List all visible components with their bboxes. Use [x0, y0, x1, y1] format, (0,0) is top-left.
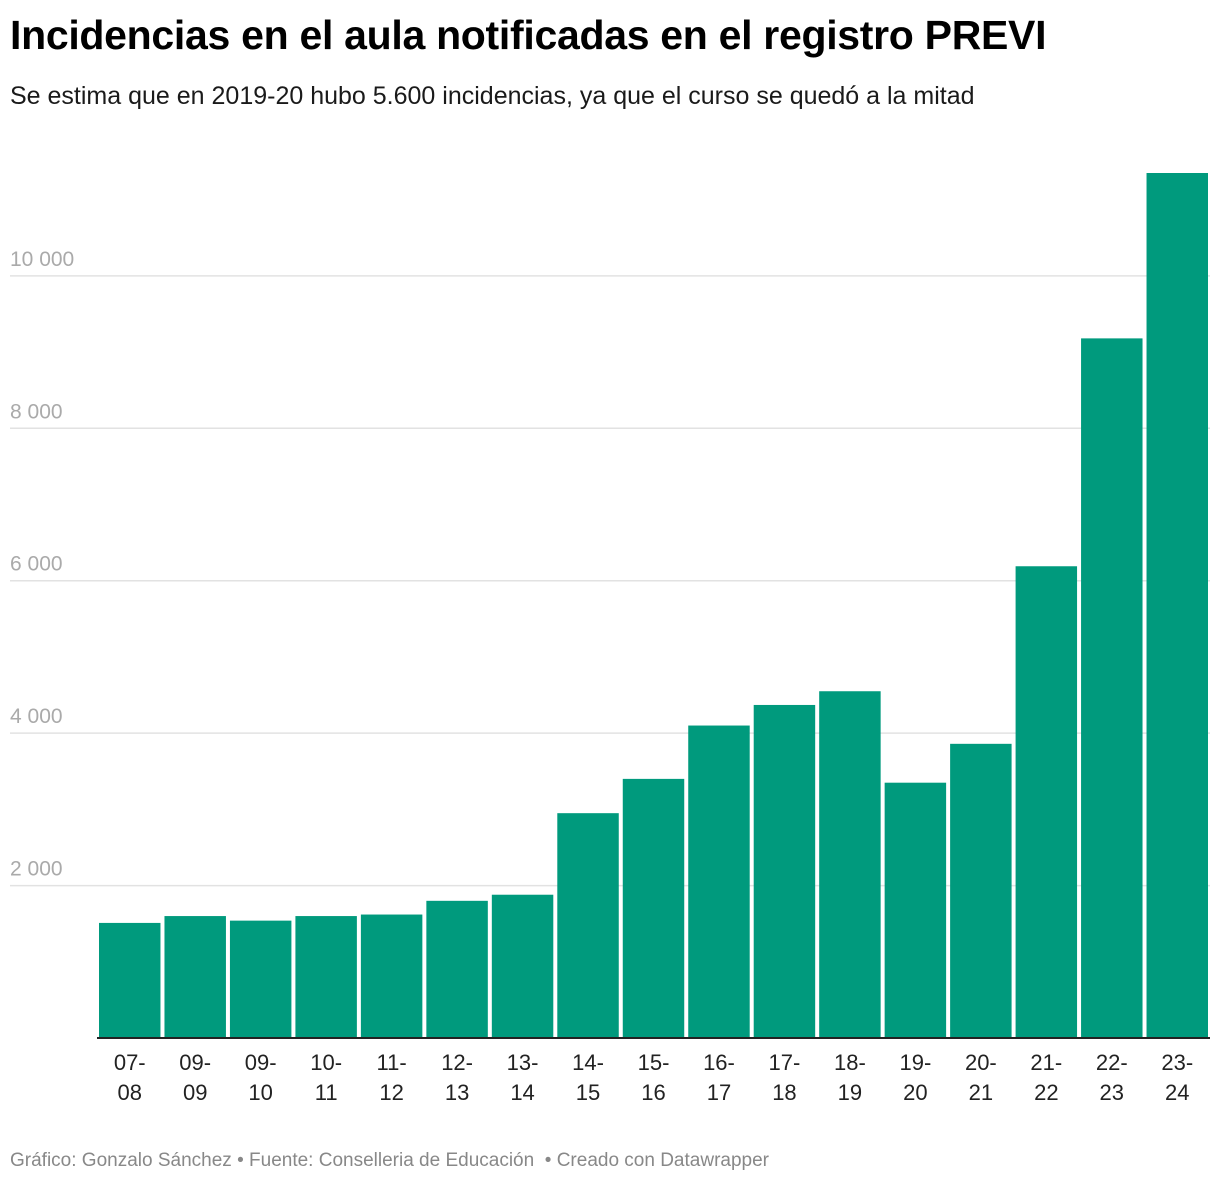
x-tick-label: 21: [969, 1080, 993, 1105]
footer-source: Fuente: Conselleria de Educación: [249, 1150, 535, 1171]
bar: [622, 778, 685, 1038]
bar: [557, 813, 619, 1038]
x-tick-label: 10: [248, 1080, 272, 1105]
chart-subtitle: Se estima que en 2019-20 hubo 5.600 inci…: [10, 82, 975, 110]
x-tick-label: 20: [903, 1080, 927, 1105]
x-tick-label: 23: [1100, 1080, 1124, 1105]
x-tick-label: 23-: [1161, 1050, 1193, 1075]
bar: [753, 704, 816, 1038]
y-tick-label: 4 000: [10, 705, 63, 728]
x-tick-label: 17-: [769, 1050, 801, 1075]
x-tick-label: 07-: [114, 1050, 146, 1075]
x-tick-label: 16-: [703, 1050, 735, 1075]
bar: [819, 691, 881, 1038]
x-tick-label: 09-: [245, 1050, 277, 1075]
x-tick-label: 10-: [310, 1050, 342, 1075]
x-tick-label: 18: [772, 1080, 796, 1105]
bar: [491, 894, 554, 1038]
x-tick-label: 08: [117, 1080, 141, 1105]
x-tick-label: 13-: [507, 1050, 539, 1075]
x-tick-label: 24: [1165, 1080, 1189, 1105]
footer-author: Gráfico: Gonzalo Sánchez: [10, 1150, 232, 1171]
y-tick-label: 6 000: [10, 553, 63, 576]
x-tick-label: 14: [510, 1080, 534, 1105]
x-tick-label: 19-: [899, 1050, 931, 1075]
x-tick-label: 18-: [834, 1050, 866, 1075]
x-tick-label: 09: [183, 1080, 207, 1105]
bar: [1015, 566, 1078, 1038]
x-tick-label: 15-: [638, 1050, 670, 1075]
bar: [295, 916, 357, 1038]
footer-separator: •: [237, 1150, 244, 1171]
x-tick-label: 19: [838, 1080, 862, 1105]
bar: [99, 922, 161, 1038]
x-tick-label: 11: [315, 1080, 338, 1105]
footer-separator: •: [544, 1150, 552, 1171]
x-tick-label: 20-: [965, 1050, 997, 1075]
x-tick-label: 16: [641, 1080, 665, 1105]
y-tick-label: 8 000: [10, 400, 63, 423]
x-tick-label: 14-: [572, 1050, 604, 1075]
bar: [884, 782, 947, 1038]
x-tick-label: 09-: [179, 1050, 211, 1075]
x-tick-label: 11-: [377, 1050, 407, 1075]
x-tick-label: 22: [1034, 1080, 1058, 1105]
y-tick-label: 2 000: [10, 858, 63, 881]
bar: [164, 916, 226, 1038]
bar: [426, 900, 488, 1038]
x-tick-label: 12: [379, 1080, 403, 1105]
x-axis-labels: 07- 08 09- 09 09- 10 10- 11 11- 12 12- 13 13- 14 14- 15…: [114, 1050, 1193, 1105]
bar: [1146, 173, 1208, 1038]
bar: [360, 914, 423, 1038]
x-tick-label: 12-: [441, 1050, 473, 1075]
y-axis-tick-labels: 2 000 4 000 6 000 8 000 10 000: [10, 248, 74, 881]
x-tick-label: 13: [445, 1080, 469, 1105]
x-tick-label: 15: [576, 1080, 600, 1105]
bars: [99, 173, 1208, 1038]
chart-title: Incidencias en el aula notificadas en el…: [10, 12, 1047, 58]
x-tick-label: 22-: [1096, 1050, 1128, 1075]
bar: [1081, 338, 1143, 1038]
bar: [950, 743, 1012, 1038]
y-tick-label: 10 000: [10, 248, 74, 271]
x-tick-label: 17: [707, 1080, 731, 1105]
bar: [229, 920, 292, 1038]
x-tick-label: 21-: [1030, 1050, 1062, 1075]
bar: [688, 725, 750, 1038]
footer-tool: Creado con Datawrapper: [556, 1150, 769, 1171]
chart-footer: Gráfico: Gonzalo Sánchez • Fuente: Conse…: [10, 1150, 769, 1172]
